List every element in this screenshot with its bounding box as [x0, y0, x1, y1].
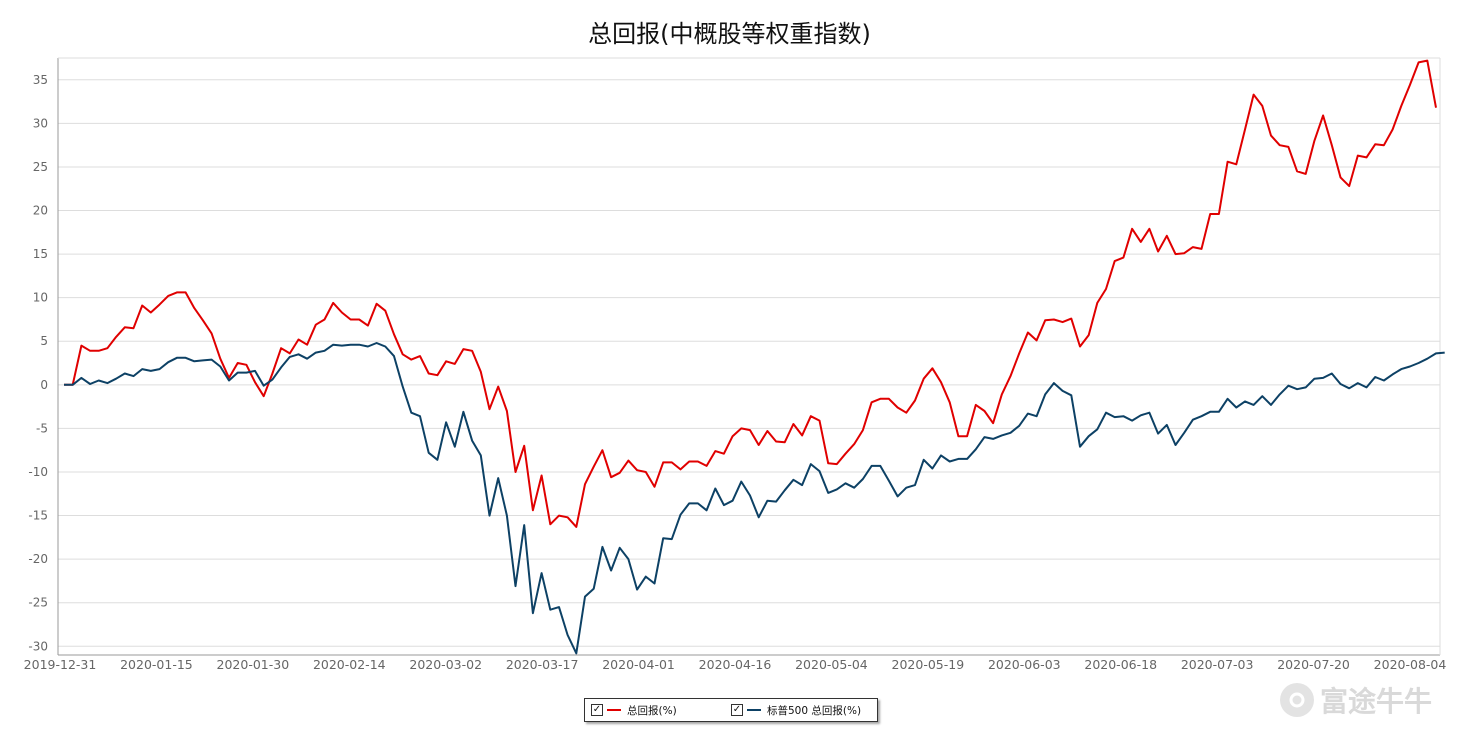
- x-tick-label: 2020-02-14: [313, 657, 386, 672]
- y-tick-label: 15: [33, 247, 48, 261]
- y-tick-labels: 35 30 25 20 15 10 5 0 -5 -10 -15 -20 -25 -30: [28, 73, 48, 653]
- x-tick-label: 2020-05-19: [892, 657, 965, 672]
- series-line-sp500: [64, 342, 1445, 655]
- legend-label: 总回报(%): [627, 704, 677, 717]
- watermark-text: 富途牛牛: [1320, 685, 1433, 718]
- y-tick-label: -30: [28, 639, 48, 653]
- x-tick-label: 2020-04-16: [699, 657, 772, 672]
- y-tick-label: 0: [40, 378, 48, 392]
- legend-item-sp500[interactable]: ✓ 标普500 总回报(%): [731, 699, 861, 721]
- y-tick-label: -15: [28, 509, 48, 523]
- y-tick-label: 10: [33, 291, 48, 305]
- x-tick-label: 2020-01-15: [120, 657, 193, 672]
- y-tick-label: -5: [36, 421, 48, 435]
- x-tick-label: 2020-07-20: [1277, 657, 1350, 672]
- y-tick-label: 25: [33, 160, 48, 174]
- y-tick-label: 35: [33, 73, 48, 87]
- x-tick-label: 2020-08-04: [1374, 657, 1447, 672]
- x-tick-label: 2020-04-01: [602, 657, 675, 672]
- legend-label: 标普500 总回报(%): [767, 704, 862, 717]
- x-tick-label: 2020-05-04: [795, 657, 868, 672]
- y-tick-label: -25: [28, 596, 48, 610]
- x-tick-label: 2020-03-17: [506, 657, 579, 672]
- grid-lines: [58, 79, 1440, 647]
- axes: [57, 57, 1441, 656]
- red-line-swatch: [607, 709, 621, 711]
- x-tick-label: 2020-06-18: [1084, 657, 1157, 672]
- y-tick-label: 30: [33, 116, 48, 130]
- series-line-total-return: [64, 59, 1437, 528]
- y-tick-label: 20: [33, 204, 48, 218]
- x-tick-label: 2020-06-03: [988, 657, 1061, 672]
- blue-line-swatch: [747, 709, 761, 711]
- chart-title: 总回报(中概股等权重指数): [588, 20, 871, 48]
- y-tick-label: 5: [40, 334, 48, 348]
- y-tick-label: -10: [28, 465, 48, 479]
- checkbox-checked-icon[interactable]: ✓: [591, 704, 603, 716]
- x-tick-label: 2020-01-30: [217, 657, 290, 672]
- futu-logo-icon: [1280, 683, 1314, 717]
- x-tick-label: 2019-12-31: [24, 657, 97, 672]
- x-tick-labels: 2019-12-31 2020-01-15 2020-01-30 2020-02-14…: [24, 657, 1447, 672]
- x-tick-label: 2020-03-02: [409, 657, 482, 672]
- x-tick-label: 2020-07-03: [1181, 657, 1254, 672]
- watermark: 富途牛牛: [1280, 680, 1432, 720]
- y-tick-label: -20: [28, 552, 48, 566]
- checkbox-checked-icon[interactable]: ✓: [731, 704, 743, 716]
- legend: ✓ 总回报(%) ✓ 标普500 总回报(%): [584, 698, 878, 722]
- series-lines: [64, 59, 1445, 655]
- legend-item-total-return[interactable]: ✓ 总回报(%): [591, 699, 677, 721]
